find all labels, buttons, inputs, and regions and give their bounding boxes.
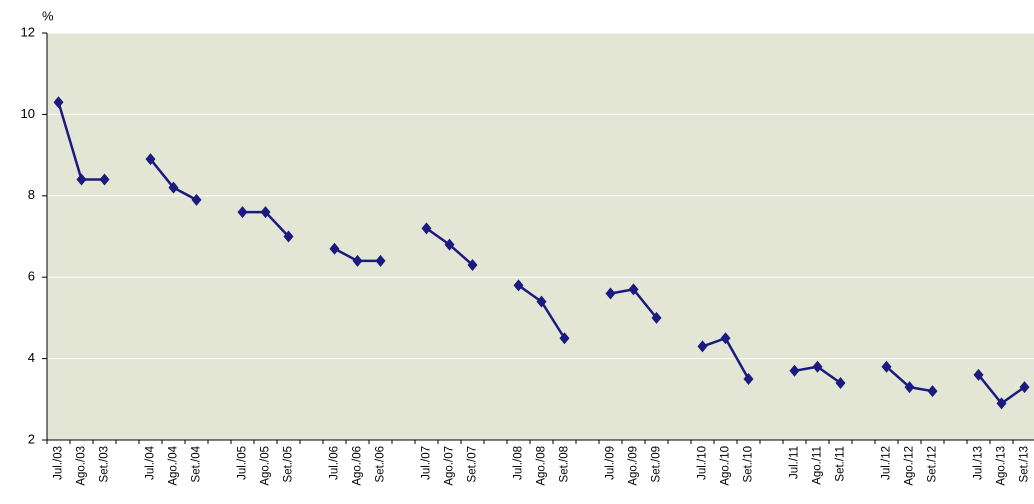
marker bbox=[283, 230, 294, 243]
marker bbox=[628, 283, 639, 296]
x-tick-label: Jul./06 bbox=[329, 446, 341, 480]
marker bbox=[720, 332, 731, 345]
marker bbox=[697, 340, 708, 353]
x-tick-label: Ago./09 bbox=[628, 446, 640, 486]
marker bbox=[375, 254, 386, 267]
marker bbox=[904, 381, 915, 394]
x-tick-label: Set./10 bbox=[743, 446, 755, 482]
marker bbox=[467, 258, 478, 271]
marker bbox=[812, 360, 823, 373]
plot-area bbox=[47, 33, 1034, 440]
marker bbox=[536, 295, 547, 308]
x-tick-label: Jul./10 bbox=[697, 446, 709, 480]
x-tick-label: Ago./08 bbox=[536, 446, 548, 486]
marker bbox=[444, 238, 455, 251]
x-tick-label: Jul./08 bbox=[513, 446, 525, 480]
y-tick-label: 6 bbox=[28, 269, 35, 284]
x-tick-label: Jul./13 bbox=[973, 446, 985, 480]
marker bbox=[996, 397, 1007, 410]
y-tick-label: 12 bbox=[21, 24, 35, 39]
marker bbox=[99, 173, 110, 186]
x-tick-label: Jul./04 bbox=[145, 445, 157, 479]
marker bbox=[1019, 381, 1030, 394]
marker bbox=[352, 254, 363, 267]
x-tick-label: Jul./12 bbox=[881, 446, 893, 480]
x-tick-label: Ago./03 bbox=[76, 446, 88, 486]
x-tick-label: Set./07 bbox=[467, 446, 479, 482]
marker bbox=[835, 377, 846, 390]
x-tick-label: Set./12 bbox=[927, 446, 939, 482]
y-tick-label: 10 bbox=[21, 106, 35, 121]
x-tick-label: Ago./05 bbox=[260, 446, 272, 486]
marker bbox=[168, 181, 179, 194]
marker bbox=[881, 360, 892, 373]
x-tick-label: Set./04 bbox=[191, 445, 203, 482]
x-tick-label: Set./11 bbox=[835, 446, 847, 482]
x-tick-label: Ago./04 bbox=[168, 445, 180, 485]
marker bbox=[973, 368, 984, 381]
y-tick-label: 2 bbox=[28, 431, 35, 446]
x-tick-label: Set./03 bbox=[99, 446, 111, 482]
marker bbox=[237, 206, 248, 219]
x-tick-label: Jul./11 bbox=[789, 446, 801, 479]
x-tick-label: Ago./10 bbox=[720, 446, 732, 486]
marker bbox=[145, 153, 156, 166]
x-tick-label: Ago./11 bbox=[812, 446, 824, 485]
x-tick-label: Set./13 bbox=[1019, 446, 1031, 482]
y-axis-label: % bbox=[42, 8, 54, 23]
marker bbox=[605, 287, 616, 300]
x-tick-label: Jul./07 bbox=[421, 446, 433, 480]
marker bbox=[927, 385, 938, 398]
x-tick-label: Jul./05 bbox=[237, 446, 249, 480]
x-tick-label: Set./08 bbox=[559, 446, 571, 482]
x-tick-label: Set./05 bbox=[283, 446, 295, 482]
x-tick-label: Ago./12 bbox=[904, 446, 916, 486]
x-tick-label: Jul./09 bbox=[605, 446, 617, 480]
marker bbox=[76, 173, 87, 186]
x-tick-label: Set./06 bbox=[375, 446, 387, 482]
marker bbox=[329, 242, 340, 255]
y-tick-label: 4 bbox=[28, 350, 35, 365]
marker bbox=[260, 206, 271, 219]
x-tick-label: Ago./07 bbox=[444, 446, 456, 486]
marker bbox=[513, 279, 524, 292]
x-tick-label: Ago./13 bbox=[996, 446, 1008, 486]
x-tick-label: Set./09 bbox=[651, 446, 663, 482]
y-tick-label: 8 bbox=[28, 187, 35, 202]
marker bbox=[559, 332, 570, 345]
x-tick-label: Ago./06 bbox=[352, 446, 364, 486]
marker bbox=[651, 311, 662, 324]
marker bbox=[191, 193, 202, 206]
marker bbox=[53, 96, 64, 109]
marker bbox=[743, 372, 754, 385]
marker bbox=[421, 222, 432, 235]
x-tick-label: Jul./03 bbox=[53, 446, 65, 480]
marker bbox=[789, 364, 800, 377]
